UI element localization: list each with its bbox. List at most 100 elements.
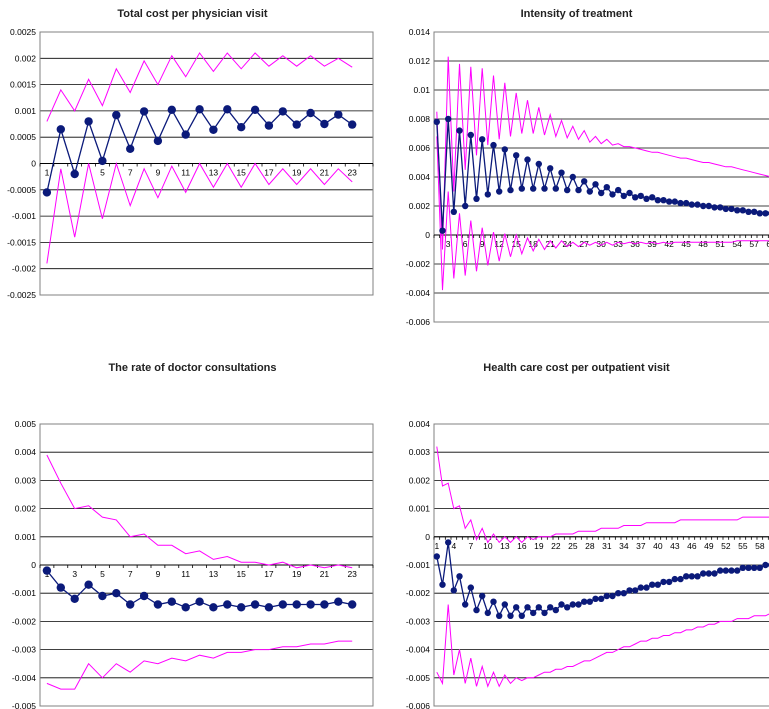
data-point xyxy=(649,581,656,588)
data-point xyxy=(70,169,79,179)
data-point xyxy=(209,603,218,612)
data-point xyxy=(547,604,554,611)
data-point xyxy=(484,191,491,198)
plot-area-border xyxy=(433,423,769,707)
data-point xyxy=(739,207,746,214)
data-point xyxy=(507,612,514,619)
data-point xyxy=(167,597,176,606)
x-tick-label: 25 xyxy=(568,541,578,551)
y-tick-label: -0.006 xyxy=(406,317,430,327)
data-point xyxy=(98,156,107,166)
data-point xyxy=(479,592,486,600)
data-point xyxy=(705,570,712,577)
y-tick-label: -0.001 xyxy=(12,588,36,598)
y-tick-label: -0.004 xyxy=(12,673,36,683)
data-point xyxy=(501,146,508,153)
data-point xyxy=(535,160,542,168)
data-point xyxy=(756,564,763,571)
data-point xyxy=(84,580,93,589)
data-point xyxy=(153,600,163,609)
data-point xyxy=(484,609,491,617)
x-tick-label: 54 xyxy=(732,239,742,249)
data-point xyxy=(320,600,329,609)
x-tick-label: 15 xyxy=(236,569,246,579)
data-point xyxy=(547,165,554,172)
data-point xyxy=(513,152,520,159)
x-tick-label: 21 xyxy=(545,239,555,249)
series-line-lower xyxy=(436,604,769,688)
y-tick-label: 0.01 xyxy=(413,85,430,95)
data-point xyxy=(153,136,163,146)
data-point xyxy=(711,204,718,211)
x-tick-label: 11 xyxy=(181,569,190,579)
x-tick-label: 23 xyxy=(347,168,357,178)
data-point xyxy=(513,604,520,611)
data-point xyxy=(507,186,514,194)
data-point xyxy=(496,612,503,619)
data-point xyxy=(671,575,678,583)
data-point xyxy=(334,597,343,606)
x-tick-label: 16 xyxy=(517,541,527,551)
chart-panel-doctor-consultations: The rate of doctor consultations 0.005 0.… xyxy=(0,354,385,709)
data-point xyxy=(717,204,724,211)
y-tick-label: 0.001 xyxy=(15,106,37,116)
y-tick-label: 0 xyxy=(425,532,430,542)
data-point xyxy=(745,208,752,215)
x-tick-label: 15 xyxy=(236,168,246,178)
data-point xyxy=(564,186,571,194)
y-tick-label: 0.004 xyxy=(409,172,431,182)
y-tick-label: 0.001 xyxy=(15,532,37,542)
x-tick-label: 19 xyxy=(292,168,302,178)
data-point xyxy=(705,202,712,210)
data-point xyxy=(306,108,315,118)
data-point xyxy=(575,601,582,608)
y-tick-label: -0.003 xyxy=(406,616,430,626)
y-tick-label: 0.0025 xyxy=(10,27,36,37)
data-point xyxy=(751,564,758,571)
data-point xyxy=(264,121,274,130)
y-tick-label: -0.001 xyxy=(12,211,36,221)
x-tick-label: 1 xyxy=(45,168,50,178)
data-point xyxy=(728,567,735,574)
data-point xyxy=(660,578,667,586)
chart-title: The rate of doctor consultations xyxy=(108,362,277,374)
x-tick-label: 55 xyxy=(738,541,748,551)
data-point xyxy=(603,184,610,191)
data-point xyxy=(462,601,469,608)
x-tick-label: 9 xyxy=(156,168,161,178)
data-point xyxy=(181,130,190,139)
x-tick-label: 40 xyxy=(653,541,663,551)
data-point xyxy=(56,125,65,134)
y-tick-label: 0.002 xyxy=(15,504,37,514)
data-point xyxy=(620,590,627,597)
data-point xyxy=(139,591,149,601)
data-point xyxy=(603,592,610,600)
y-tick-label: -0.002 xyxy=(12,264,36,274)
data-point xyxy=(433,553,440,560)
data-point xyxy=(649,194,656,201)
y-tick-label: -0.002 xyxy=(406,259,430,269)
data-point xyxy=(450,208,457,215)
y-tick-label: 0.006 xyxy=(409,143,431,153)
data-point xyxy=(643,195,650,202)
data-point xyxy=(654,197,661,204)
y-tick-label: -0.004 xyxy=(406,288,430,298)
data-point xyxy=(654,581,661,588)
y-tick-label: 0.0005 xyxy=(10,132,36,142)
x-tick-label: 52 xyxy=(721,541,731,551)
data-point xyxy=(250,105,260,115)
data-point xyxy=(524,604,531,611)
data-point xyxy=(433,118,440,126)
data-point xyxy=(530,185,537,192)
x-tick-label: 30 xyxy=(596,239,606,249)
data-point xyxy=(223,600,232,609)
data-point xyxy=(518,185,525,192)
data-point xyxy=(439,227,446,234)
data-point xyxy=(439,581,446,588)
data-point xyxy=(598,189,605,197)
x-tick-label: 58 xyxy=(755,541,765,551)
data-point xyxy=(278,600,287,609)
y-tick-label: -0.001 xyxy=(406,560,430,570)
data-point xyxy=(348,600,357,609)
chart-panel-outpatient-cost: Health care cost per outpatient visit 0.… xyxy=(384,354,769,709)
